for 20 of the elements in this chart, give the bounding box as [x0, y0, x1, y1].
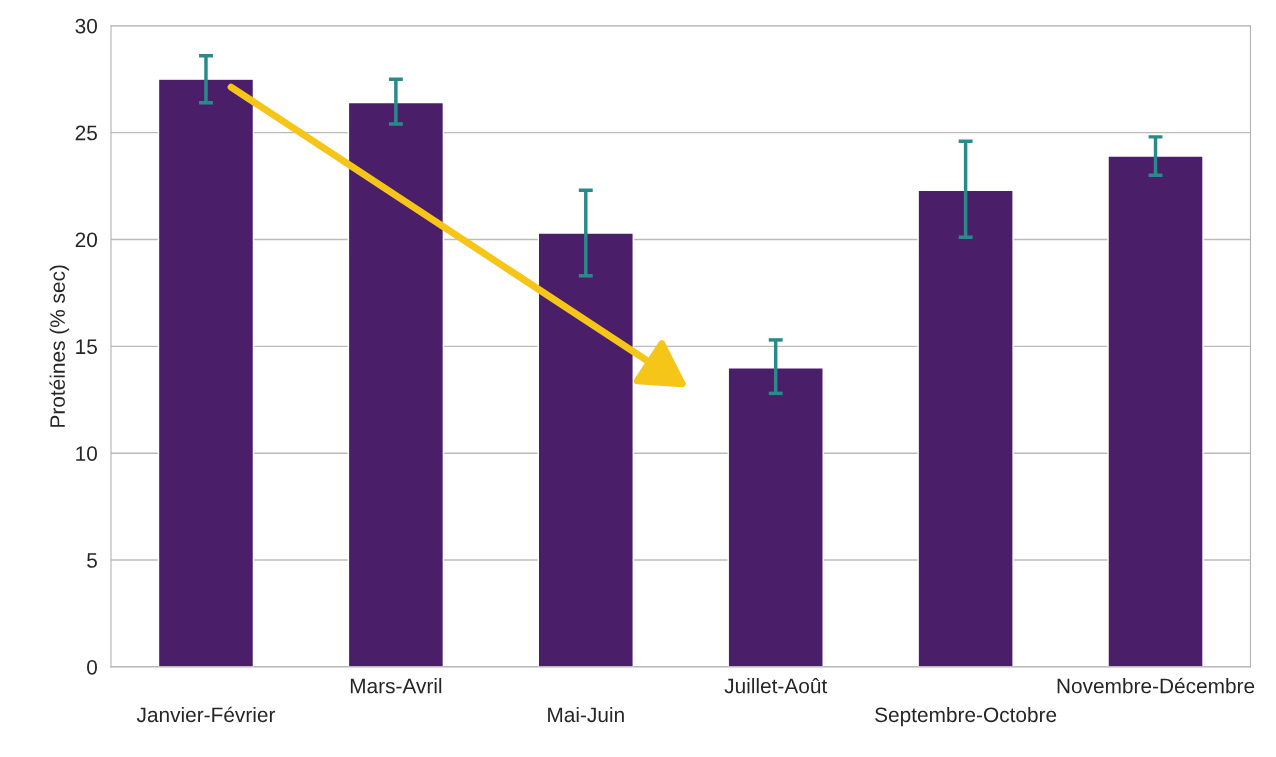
y-tick-label: 0 [87, 659, 97, 675]
x-tick-label: Juillet-Août [724, 677, 828, 694]
bar [917, 189, 1014, 667]
bar [727, 367, 824, 667]
x-tick-label: Novembre-Décembre [1057, 677, 1255, 694]
bar [347, 101, 445, 667]
y-tick-label: 15 [76, 339, 97, 355]
y-axis-title: Protéines (% sec) [49, 265, 70, 427]
y-tick-label: 20 [75, 232, 97, 248]
y-tick-label: 10 [76, 446, 97, 461]
x-tick-label: Janvier-Février [136, 706, 276, 723]
x-tick-label: Septembre-Octobre [875, 706, 1057, 727]
bar [537, 232, 634, 667]
y-tick-label: 25 [75, 125, 97, 141]
bar [157, 78, 255, 667]
bar [1107, 155, 1204, 667]
x-tick-label: Mars-Avril [350, 678, 442, 694]
y-tick-label: 30 [75, 18, 97, 34]
y-tick-label: 5 [87, 553, 97, 568]
x-tick-label: Mai-Juin [548, 706, 624, 723]
